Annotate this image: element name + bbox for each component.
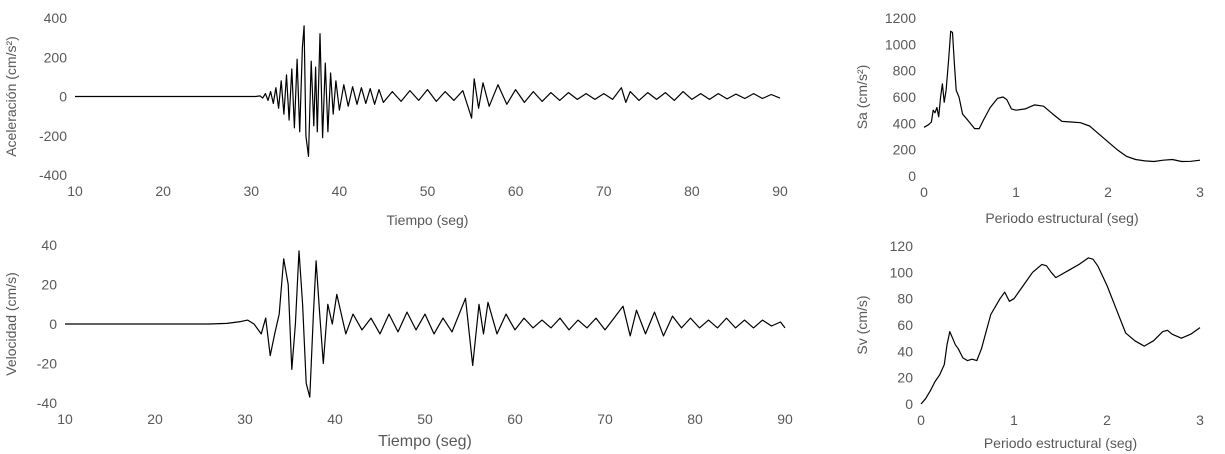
y-tick-label: 20 xyxy=(41,277,57,293)
x-tick-label: 1 xyxy=(1012,184,1020,200)
x-tick-label: 0 xyxy=(920,184,928,200)
x-tick-label: 40 xyxy=(327,411,343,427)
y-tick-label: -200 xyxy=(39,128,67,144)
x-tick-label: 3 xyxy=(1196,184,1204,200)
series-line-aceleracion xyxy=(75,25,781,157)
chart-velocidad: -40 -20 0 20 40 10 20 30 40 50 60 70 80 90 Tiempo (seg… xyxy=(3,237,793,450)
y-tick-label: 400 xyxy=(893,115,917,131)
x-tick-label: 10 xyxy=(67,183,83,199)
y-tick-label: -20 xyxy=(37,356,57,372)
y-tick-label: 1000 xyxy=(885,36,916,52)
y-tick-label: 0 xyxy=(905,396,913,412)
series-line-velocidad xyxy=(65,250,786,398)
x-tick-label: 80 xyxy=(684,183,700,199)
y-tick-label: 120 xyxy=(890,238,914,254)
x-tick-label: 20 xyxy=(155,183,171,199)
series-line-sv xyxy=(920,257,1201,405)
y-tick-label: 40 xyxy=(897,343,913,359)
x-tick-label: 90 xyxy=(777,411,793,427)
x-tick-label: 80 xyxy=(687,411,703,427)
x-tick-label: 3 xyxy=(1196,412,1204,428)
x-tick-label: 70 xyxy=(597,411,613,427)
y-axis-title: Sv (cm/s) xyxy=(854,295,870,354)
y-tick-label: 600 xyxy=(893,89,917,105)
x-tick-label: 20 xyxy=(147,411,163,427)
y-tick-label: 60 xyxy=(897,317,913,333)
x-tick-label: 60 xyxy=(508,183,524,199)
x-tick-label: 0 xyxy=(917,412,925,428)
y-tick-label: 400 xyxy=(44,10,68,26)
x-tick-label: 50 xyxy=(420,183,436,199)
y-tick-label: 20 xyxy=(897,370,913,386)
x-tick-label: 60 xyxy=(507,411,523,427)
chart-sv: 0 20 40 60 80 100 120 0 1 2 3 Periodo estructural (… xyxy=(854,238,1204,451)
y-axis-title: Aceleración (cm/s²) xyxy=(3,36,19,157)
x-tick-label: 90 xyxy=(772,183,788,199)
x-tick-label: 40 xyxy=(332,183,348,199)
x-axis-title: Tiempo (seg) xyxy=(378,433,472,450)
x-tick-label: 10 xyxy=(57,411,73,427)
y-tick-label: 100 xyxy=(890,264,914,280)
y-tick-label: 0 xyxy=(49,316,57,332)
x-tick-label: 30 xyxy=(237,411,253,427)
x-tick-label: 50 xyxy=(417,411,433,427)
x-tick-label: 2 xyxy=(1104,184,1112,200)
y-tick-label: 40 xyxy=(41,237,57,253)
y-tick-label: -400 xyxy=(39,167,67,183)
y-axis-title: Sa (cm/s²) xyxy=(854,65,870,130)
x-axis-title: Periodo estructural (seg) xyxy=(984,435,1137,451)
chart-aceleracion: -400 -200 0 200 400 10 20 30 40 50 60 70 80 90 Tiempo … xyxy=(3,10,788,228)
y-tick-label: 200 xyxy=(44,49,68,65)
x-axis-title: Periodo estructural (seg) xyxy=(985,210,1138,226)
y-tick-label: 200 xyxy=(893,142,917,158)
y-tick-label: 0 xyxy=(59,89,67,105)
y-axis-title: Velocidad (cm/s) xyxy=(3,272,19,375)
x-tick-label: 1 xyxy=(1010,412,1018,428)
y-tick-label: -40 xyxy=(37,395,57,411)
y-tick-label: 1200 xyxy=(885,10,916,26)
chart-sa: 0 200 400 600 800 1000 1200 0 1 2 3 Periodo estruct… xyxy=(854,10,1204,226)
x-tick-label: 2 xyxy=(1103,412,1111,428)
x-axis-title: Tiempo (seg) xyxy=(387,212,469,228)
series-line-sa xyxy=(923,30,1201,163)
x-tick-label: 70 xyxy=(596,183,612,199)
y-tick-label: 0 xyxy=(908,168,916,184)
y-tick-label: 80 xyxy=(897,291,913,307)
x-tick-label: 30 xyxy=(243,183,259,199)
y-tick-label: 800 xyxy=(893,63,917,79)
